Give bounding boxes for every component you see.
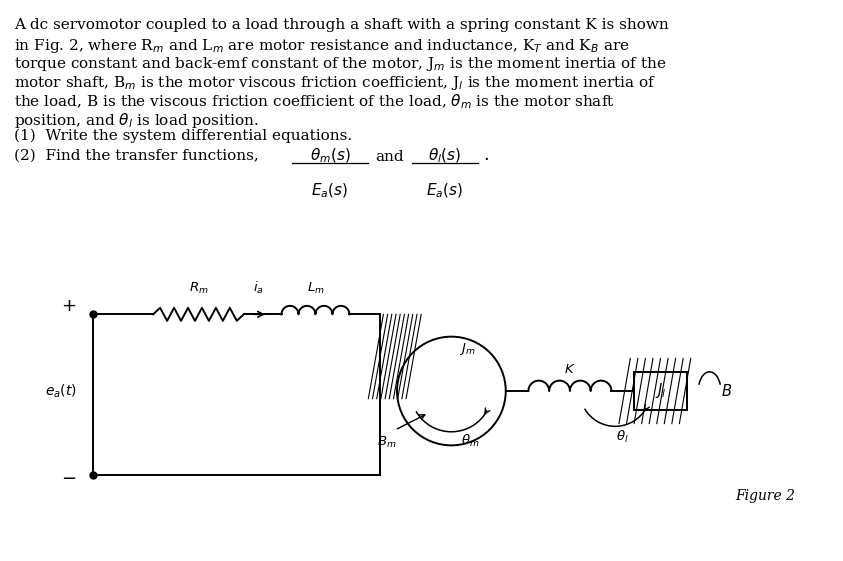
Text: $\theta_m$: $\theta_m$ xyxy=(461,433,480,449)
Text: (2)  Find the transfer functions,: (2) Find the transfer functions, xyxy=(14,149,259,163)
Text: $E_a(s)$: $E_a(s)$ xyxy=(427,182,464,200)
Text: $\theta_l(s)$: $\theta_l(s)$ xyxy=(428,146,462,165)
Text: $K$: $K$ xyxy=(564,364,576,376)
Text: motor shaft, B$_m$ is the motor viscous friction coefficient, J$_l$ is the momen: motor shaft, B$_m$ is the motor viscous … xyxy=(14,73,656,91)
Text: .: . xyxy=(483,146,489,164)
Text: $J_m$: $J_m$ xyxy=(459,342,475,357)
Text: $J_l$: $J_l$ xyxy=(655,381,666,401)
Text: position, and $\theta_l$ is load position.: position, and $\theta_l$ is load positio… xyxy=(14,111,259,130)
Text: Figure 2: Figure 2 xyxy=(735,489,795,503)
Text: A dc servomotor coupled to a load through a shaft with a spring constant K is sh: A dc servomotor coupled to a load throug… xyxy=(14,18,668,32)
Text: $e_a(t)$: $e_a(t)$ xyxy=(45,382,77,399)
Text: (1)  Write the system differential equations.: (1) Write the system differential equati… xyxy=(14,129,352,144)
Text: $\theta_m(s)$: $\theta_m(s)$ xyxy=(309,146,351,165)
Bar xyxy=(634,372,687,410)
Text: torque constant and back-emf constant of the motor, J$_m$ is the moment inertia : torque constant and back-emf constant of… xyxy=(14,55,667,73)
Text: $L_m$: $L_m$ xyxy=(307,281,325,296)
Text: and: and xyxy=(375,150,404,164)
Text: $R_m$: $R_m$ xyxy=(189,281,208,296)
Text: −: − xyxy=(61,470,76,488)
Text: +: + xyxy=(61,297,76,315)
Text: $i_a$: $i_a$ xyxy=(254,280,264,296)
Text: the load, B is the viscous friction coefficient of the load, $\theta_m$ is the m: the load, B is the viscous friction coef… xyxy=(14,92,615,111)
Text: $\theta_l$: $\theta_l$ xyxy=(616,429,629,444)
Text: in Fig. 2, where R$_m$ and L$_m$ are motor resistance and inductance, K$_T$ and : in Fig. 2, where R$_m$ and L$_m$ are mot… xyxy=(14,36,630,54)
Text: $E_a(s)$: $E_a(s)$ xyxy=(311,182,348,200)
Text: $B_m$: $B_m$ xyxy=(378,435,397,450)
Text: $B$: $B$ xyxy=(721,383,732,399)
